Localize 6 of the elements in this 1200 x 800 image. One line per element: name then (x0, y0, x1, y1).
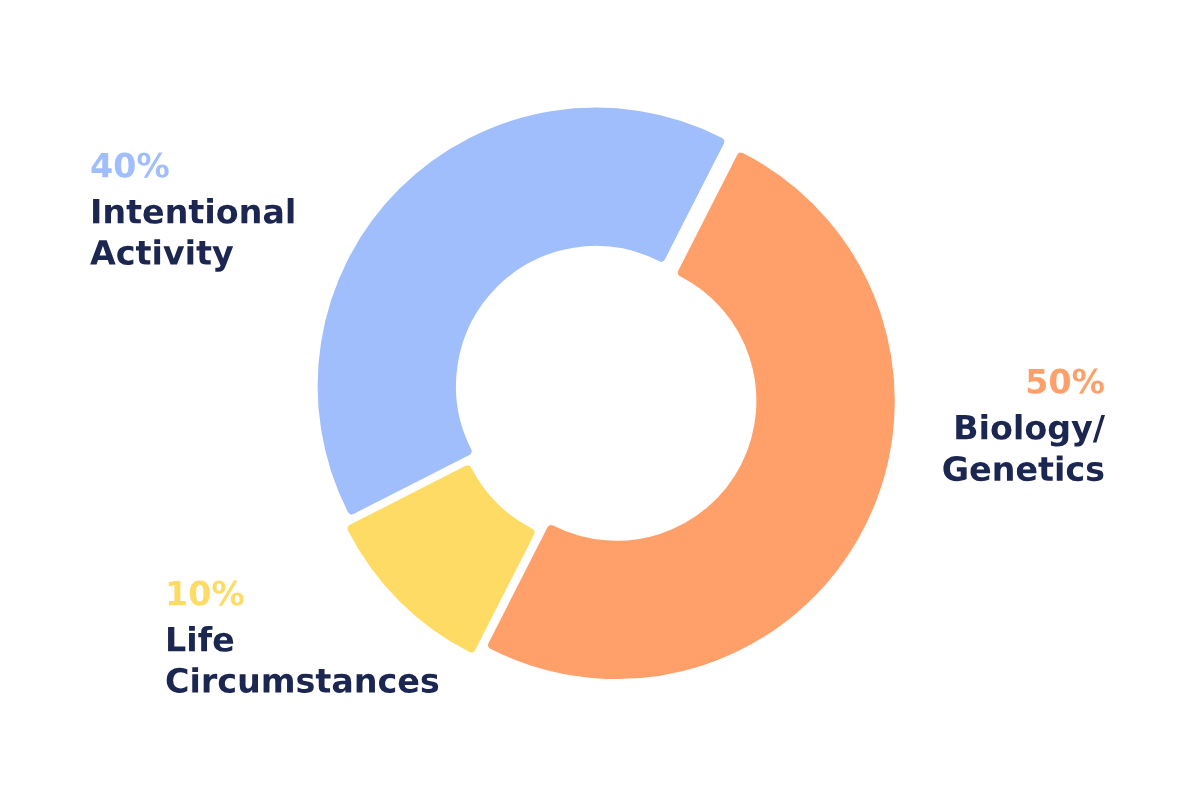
slice-label: Biology/ Genetics (943, 414, 1105, 482)
data-label: 50% (1027, 368, 1104, 394)
data-label: 10% (168, 580, 244, 606)
data-label: 40% (91, 152, 169, 178)
slice-label: Life Circumstances (166, 626, 439, 693)
slice-label: Intentional Activity (90, 198, 294, 272)
